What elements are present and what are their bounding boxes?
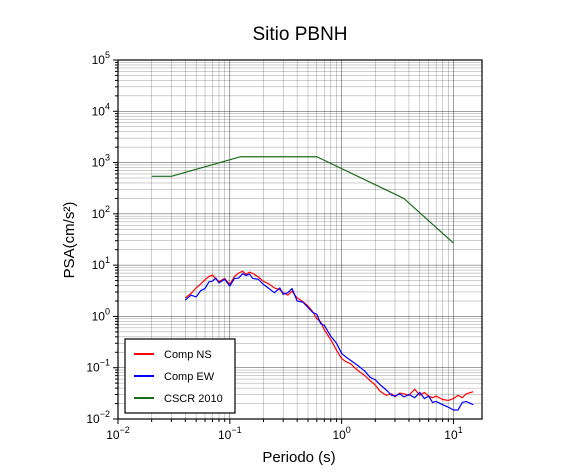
y-tick-label: 10−2 (86, 409, 110, 426)
legend: Comp NS Comp EW CSCR 2010 (124, 338, 236, 414)
series-line-comp-ew (184, 273, 474, 411)
y-axis-label: PSA(cm/s²) (61, 202, 78, 279)
axis-ticks: 10−2 10−1 100 101 10−2 10−1 100 101 102 103 104 105 (86, 50, 462, 442)
y-tick-label: 101 (92, 255, 110, 272)
y-tick-label: 103 (92, 153, 110, 170)
grid (117, 59, 482, 420)
series-line-comp-ns (184, 270, 474, 402)
legend-label-cscr-2010: CSCR 2010 (164, 393, 223, 405)
legend-label-comp-ew: Comp EW (164, 371, 215, 383)
series-line-cscr-2010 (151, 156, 454, 244)
chart-title: Sitio PBNH (252, 24, 347, 45)
legend-items: Comp NS Comp EW CSCR 2010 (134, 349, 223, 405)
y-tick-label: 105 (92, 50, 110, 67)
y-tick-label: 102 (92, 204, 110, 221)
x-tick-label: 101 (444, 425, 462, 442)
x-tick-label: 100 (332, 425, 350, 442)
plot-frame (117, 59, 483, 420)
x-axis-label: Periodo (s) (262, 449, 335, 466)
x-tick-label: 10−2 (106, 425, 130, 442)
x-tick-label: 10−1 (218, 425, 242, 442)
series-layer (151, 156, 474, 411)
y-tick-label: 100 (92, 306, 110, 323)
legend-label-comp-ns: Comp NS (164, 349, 212, 361)
y-tick-label: 10−1 (86, 358, 110, 375)
y-tick-label: 104 (92, 101, 110, 118)
